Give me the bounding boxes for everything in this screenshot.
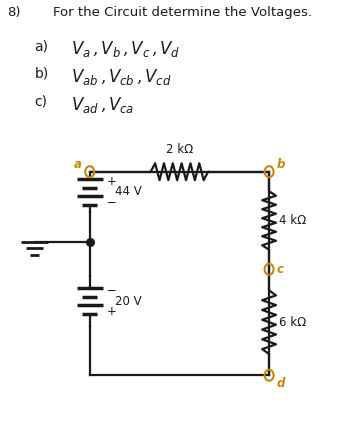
Text: b): b)	[34, 67, 49, 81]
Text: −: −	[107, 284, 117, 297]
Text: c): c)	[34, 95, 48, 109]
Text: d: d	[277, 377, 285, 390]
Text: −: −	[107, 196, 117, 209]
Text: b: b	[277, 158, 285, 170]
Text: a: a	[74, 158, 82, 170]
Text: 4 kΩ: 4 kΩ	[279, 214, 307, 227]
Text: $V_a\,$,$\,V_b\,$,$\,V_c\,$,$\,V_d$: $V_a\,$,$\,V_b\,$,$\,V_c\,$,$\,V_d$	[71, 39, 180, 59]
Text: a): a)	[34, 39, 49, 53]
Text: +: +	[107, 305, 117, 318]
Text: $V_{ad}\,$,$\,V_{ca}$: $V_{ad}\,$,$\,V_{ca}$	[71, 95, 134, 115]
Text: 8): 8)	[7, 6, 20, 20]
Text: For the Circuit determine the Voltages.: For the Circuit determine the Voltages.	[53, 6, 313, 20]
Text: 2 kΩ: 2 kΩ	[166, 142, 193, 156]
Text: $V_{ab}\,$,$\,V_{cb}\,$,$\,V_{cd}$: $V_{ab}\,$,$\,V_{cb}\,$,$\,V_{cd}$	[71, 67, 171, 87]
Text: +: +	[107, 175, 117, 188]
Text: 6 kΩ: 6 kΩ	[279, 316, 307, 329]
Text: 20 V: 20 V	[115, 295, 141, 307]
Text: c: c	[277, 263, 284, 276]
Text: 44 V: 44 V	[115, 185, 141, 198]
